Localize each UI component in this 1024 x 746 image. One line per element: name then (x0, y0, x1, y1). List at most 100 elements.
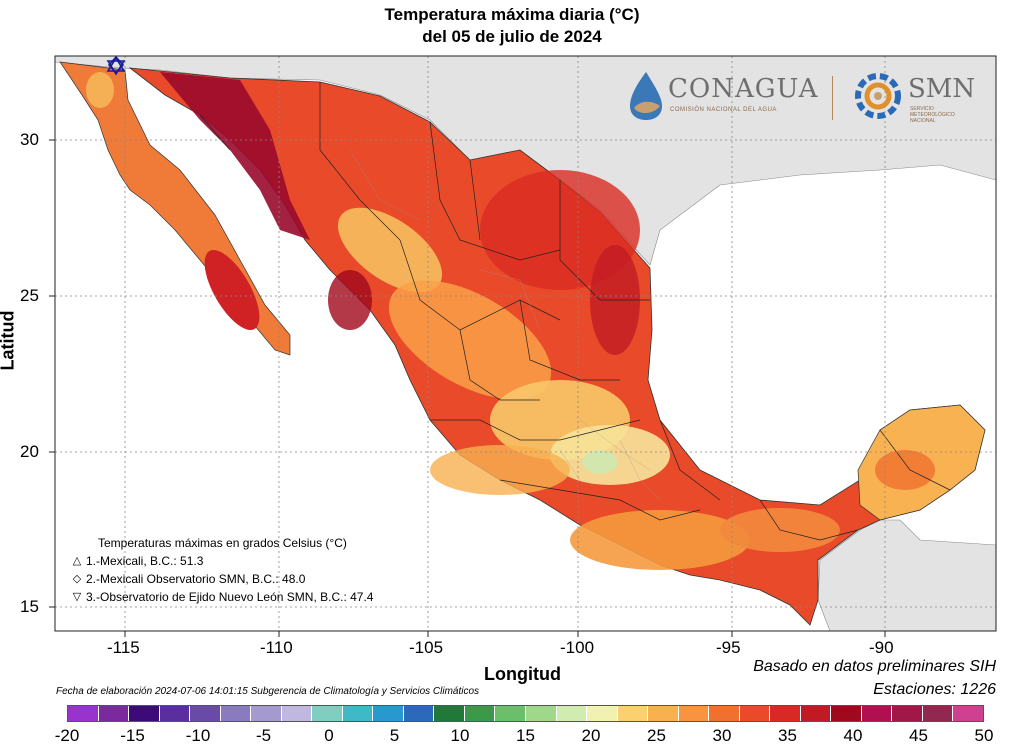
diamond-icon: ◇ (72, 573, 82, 585)
x-tick-label: -90 (869, 638, 894, 657)
station-markers (106, 55, 126, 76)
map-title: Temperatura máxima diaria (°C) del 05 de… (0, 4, 1024, 48)
station-legend-text: 2.-Mexicali Observatorio SMN, B.C.: 48.0 (86, 572, 306, 586)
colorbar-swatch (98, 706, 130, 721)
colorbar-swatch (403, 706, 435, 721)
colorbar-tick-label: 25 (647, 726, 666, 745)
colorbar-tick-label: 35 (778, 726, 797, 745)
station-marker-up (106, 56, 126, 72)
colorbar-tick-label: 15 (516, 726, 535, 745)
colorbar-swatch (190, 706, 221, 721)
colorbar-tick-label: 45 (909, 726, 928, 745)
yucatan-hot-spot (875, 450, 935, 490)
station-count: Estaciones: 1226 (873, 681, 996, 698)
state-boundaries (199, 82, 951, 541)
colorbar-swatch (129, 706, 160, 721)
conagua-name: CONAGUA (668, 74, 819, 104)
colorbar-swatch (556, 706, 588, 721)
colorbar-swatch (587, 706, 618, 721)
colorbar-tick-label: 30 (712, 726, 732, 745)
data-basis-note: Basado en datos preliminares SIH (753, 658, 996, 675)
colorbar-tick-label: 10 (450, 726, 470, 745)
colorbar-swatch (251, 706, 282, 721)
map-frame (54, 55, 997, 632)
conagua-logo: CONAGUA COMISIÓN NACIONAL DEL AGUA (626, 70, 817, 127)
station-legend-text: 3.-Observatorio de Ejido Nuevo León SMN,… (86, 590, 374, 604)
y-axis-label: Latitud (0, 310, 18, 371)
sonora-extreme-heat (160, 72, 310, 240)
colorbar-swatch (342, 706, 374, 721)
station-legend-item: ▽ 3.-Observatorio de Ejido Nuevo León SM… (68, 588, 374, 606)
y-tick-label: 15 (20, 597, 39, 616)
x-tick-label: -115 (107, 638, 140, 657)
triangle-up-icon: △ (72, 555, 82, 567)
station-legend: Temperaturas máximas en grados Celsius (… (68, 534, 374, 606)
colorbar-tick-label: 5 (389, 726, 400, 745)
x-tick-label: -95 (716, 638, 741, 657)
map-title-line1: Temperatura máxima diaria (°C) (384, 5, 640, 24)
oaxaca-warm-zone (570, 510, 750, 570)
station-legend-item: ◇ 2.-Mexicali Observatorio SMN, B.C.: 48… (68, 570, 373, 588)
station-marker-down (106, 60, 126, 76)
colorbar-swatch (648, 706, 679, 721)
colorbar-swatch (678, 706, 710, 721)
colorbar-swatch (68, 706, 99, 721)
colorbar-tick-label: -10 (185, 726, 211, 745)
x-tick-label: -105 (409, 638, 444, 657)
colorbar-swatch (159, 706, 191, 721)
conagua-drop-icon (630, 72, 662, 120)
sierra-madre-cool-band (337, 207, 443, 293)
colorbar-tick-label: -5 (255, 726, 272, 745)
colorbar-swatch (617, 706, 649, 721)
x-tick-label: -100 (560, 638, 595, 657)
colorbar-swatch (464, 706, 496, 721)
colorbar-swatch (709, 706, 740, 721)
colorbar-swatch (739, 706, 771, 721)
central-america-land (817, 519, 996, 631)
colorbar-swatch (953, 706, 983, 721)
axis-ticks (49, 139, 886, 637)
smn-name: SMN (908, 74, 976, 104)
creation-date-note: Fecha de elaboración 2024-07-06 14:01:15… (56, 686, 480, 697)
map-title-line2: del 05 de julio de 2024 (422, 27, 602, 46)
station-legend-text: 1.-Mexicali, B.C.: 51.3 (86, 554, 204, 568)
mexico-city-cool-spot (582, 450, 618, 474)
colorbar-swatch (312, 706, 343, 721)
colorbar-swatch (373, 706, 404, 721)
colorbar-swatch (800, 706, 832, 721)
colorbar-tick-label: -15 (120, 726, 145, 745)
smn-spiral-icon (855, 73, 901, 119)
colorbar-swatch (281, 706, 313, 721)
y-tick-label: 20 (20, 442, 39, 461)
colorbar-swatch (892, 706, 923, 721)
y-tick-label: 25 (20, 286, 39, 305)
region-lines (349, 149, 661, 501)
y-tick-label: 30 (20, 130, 39, 149)
x-tick-label: -110 (260, 638, 293, 657)
colorbar-swatch (922, 706, 954, 721)
colorbar-tick-label: 40 (843, 726, 863, 745)
triangle-down-icon: ▽ (72, 591, 82, 603)
x-axis-label: Longitud (484, 664, 561, 684)
colorbar-tick-label: 50 (974, 726, 994, 745)
colorbar-tick-label: -20 (54, 726, 80, 745)
gridlines (55, 56, 996, 631)
colorbar-tick-label: 0 (324, 726, 334, 745)
smn-logo: SMN SERVICIO METEOROLÓGICO NACIONAL (852, 70, 975, 127)
conagua-subtitle: COMISIÓN NACIONAL DEL AGUA (670, 107, 777, 113)
baja-hot-zone (204, 250, 260, 330)
colorbar-swatch (861, 706, 893, 721)
logo-separator (832, 76, 833, 120)
station-legend-heading: Temperaturas máximas en grados Celsius (… (98, 536, 347, 550)
colorbar-swatch (525, 706, 557, 721)
station-legend-item: △ 1.-Mexicali, B.C.: 51.3 (68, 552, 373, 570)
baja-cool-zone (86, 72, 114, 108)
sinaloa-extreme-heat (328, 270, 372, 330)
colorbar-tick-label: 20 (581, 726, 601, 745)
colorbar-swatch (831, 706, 862, 721)
colorbar-swatch (770, 706, 801, 721)
smn-subtitle: SERVICIO METEOROLÓGICO NACIONAL (910, 106, 955, 124)
central-plateau-warm (388, 280, 552, 400)
colorbar-swatch (434, 706, 465, 721)
